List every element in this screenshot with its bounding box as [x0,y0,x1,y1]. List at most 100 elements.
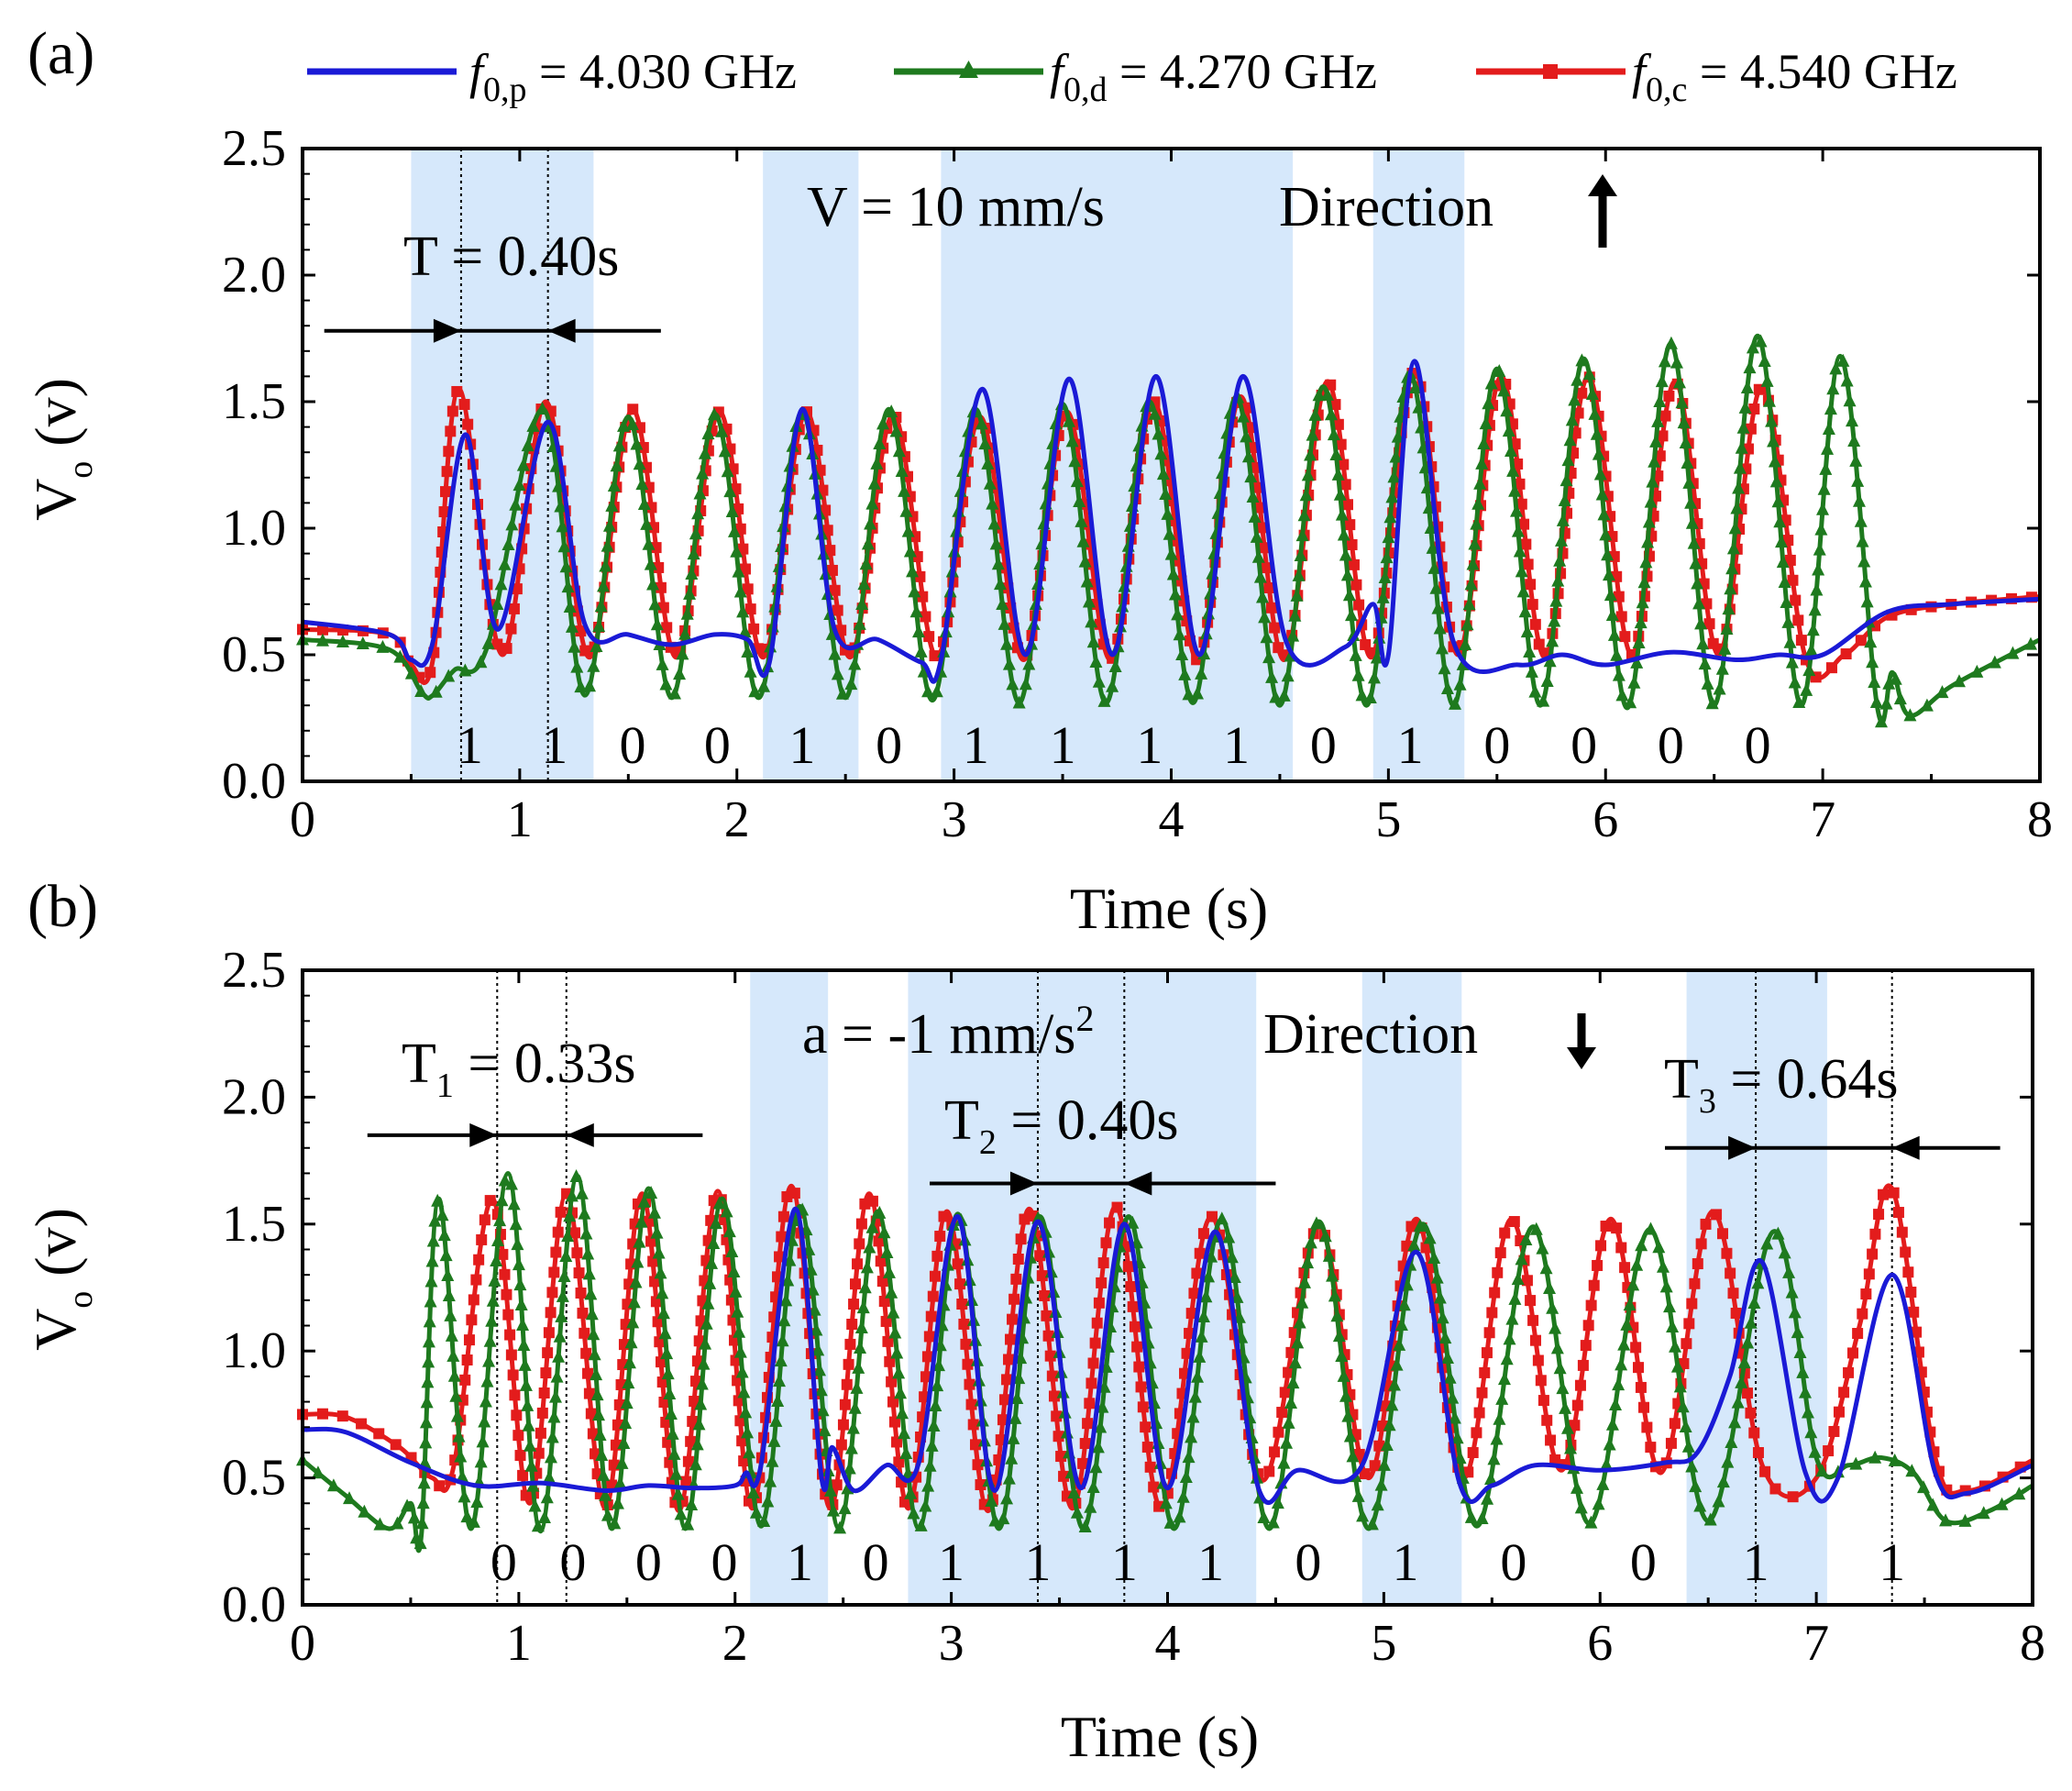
series-marker-square [445,426,457,437]
series-marker-triangle [1584,1515,1598,1529]
series-marker-triangle [1856,534,1869,547]
series-marker-triangle [783,1253,797,1266]
series-marker-triangle [650,617,664,631]
series-marker-square [1745,1407,1757,1419]
series-marker-triangle [1549,593,1563,607]
panel-label: (b) [28,873,98,940]
series-marker-triangle [450,1409,464,1422]
series-marker-square [1359,1468,1371,1480]
series-marker-triangle [810,1322,823,1336]
series-marker-triangle [563,1209,577,1222]
series-marker-triangle [1882,676,1896,690]
series-marker-triangle [1370,650,1383,664]
series-marker-triangle [696,466,710,480]
series-marker-triangle [1648,454,1661,468]
series-marker-square [470,1274,482,1286]
series-marker-triangle [738,625,752,638]
series-marker-triangle [1430,1270,1444,1284]
series-marker-triangle [512,478,526,492]
series-marker-square [1689,1277,1701,1289]
series-marker-triangle [887,1305,900,1319]
series-marker-square [461,1354,473,1365]
series-marker-triangle [1441,1350,1455,1364]
series-marker-square [511,1410,523,1421]
series-marker-triangle [991,557,1005,570]
series-marker-triangle [599,1487,612,1501]
series-marker-triangle [1377,1457,1391,1471]
series-marker-square [866,1195,878,1207]
series-marker-square [929,1270,941,1282]
series-marker-triangle [661,1366,675,1380]
series-marker-square [535,1427,546,1439]
series-marker-triangle [835,686,849,700]
series-marker-square [1332,418,1344,430]
series-marker-triangle [1637,575,1651,589]
series-marker-triangle [1508,1291,1522,1305]
series-marker-square [1058,1470,1070,1482]
series-marker-square [645,1235,657,1247]
series-marker-triangle [431,1193,445,1207]
series-marker-square [1654,450,1666,462]
series-marker-triangle [1258,610,1272,624]
series-marker-triangle [1879,696,1893,710]
series-marker-triangle [447,1368,461,1382]
series-marker-triangle [557,539,571,553]
series-marker-triangle [779,1293,793,1307]
series-marker-triangle [1773,514,1787,528]
direction-annotation: Direction [1279,176,1493,238]
series-marker-triangle [1730,501,1744,514]
series-marker-triangle [415,1516,429,1530]
series-marker-square [1135,1381,1147,1393]
series-marker-triangle [495,1193,509,1207]
series-marker-triangle [597,579,611,592]
series-marker-square [542,1347,554,1359]
series-marker-triangle [850,1380,864,1394]
series-marker-square [1787,574,1799,586]
series-marker-triangle [1585,387,1599,401]
series-marker-square [920,1371,932,1383]
series-marker-triangle [1778,575,1791,589]
series-marker-triangle [1840,373,1854,387]
series-marker-square [1580,1340,1592,1352]
y-tick-label: 1.0 [222,500,286,557]
series-marker-triangle [583,679,597,692]
series-marker-triangle [1689,556,1703,569]
series-marker-triangle [1801,1405,1814,1419]
x-tick-label: 4 [1155,1615,1181,1672]
series-marker-square [1348,558,1360,570]
series-marker-triangle [735,1365,749,1378]
series-marker-triangle [1888,1453,1901,1466]
series-marker-square [1632,1362,1644,1374]
series-marker-triangle [1788,675,1802,689]
series-marker-square [841,1378,853,1390]
series-marker-square [742,583,754,595]
y-tick-label: 1.0 [222,1322,286,1379]
series-marker-square [661,622,673,634]
series-marker-square [1188,1288,1200,1299]
series-marker-triangle [766,1454,779,1467]
series-marker-square [512,1430,524,1442]
series-marker-triangle [1571,372,1584,386]
series-marker-square [920,611,931,623]
series-marker-triangle [777,1313,791,1327]
series-marker-square [1645,1442,1657,1454]
series-marker-triangle [522,1418,535,1432]
series-marker-triangle [831,667,844,680]
series-marker-triangle [1459,637,1472,651]
series-marker-square [954,1278,966,1290]
series-marker-triangle [552,479,566,492]
series-marker-triangle [1609,1397,1623,1410]
series-marker-square [647,1255,659,1267]
bit-label: 1 [1050,715,1076,775]
series-marker-square [1541,1414,1553,1426]
series-marker-triangle [1659,1279,1673,1293]
series-marker-square [577,1307,589,1319]
series-marker-triangle [1431,601,1445,614]
series-marker-triangle [517,1337,531,1351]
series-marker-triangle [733,1344,747,1358]
series-marker-square [356,1418,368,1430]
series-marker-square [1489,1287,1501,1299]
series-marker-triangle [1649,434,1663,448]
series-marker-triangle [633,1234,646,1248]
series-marker-square [479,1214,490,1226]
